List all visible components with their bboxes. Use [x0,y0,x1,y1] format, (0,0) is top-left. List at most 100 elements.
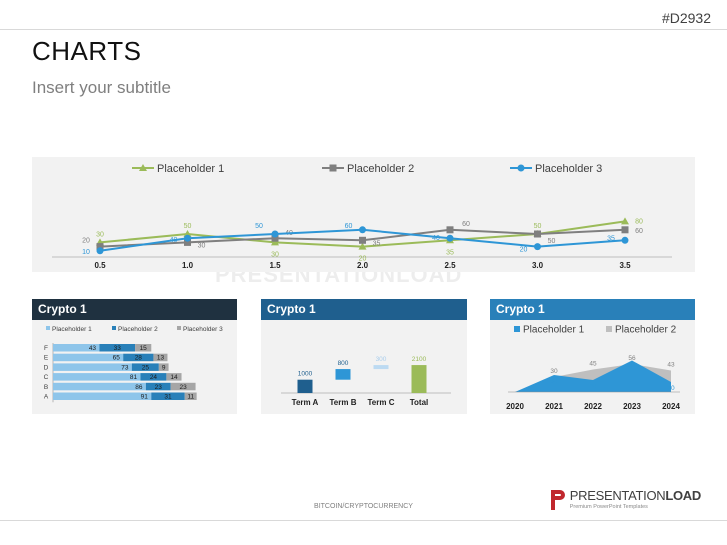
legend-label: Placeholder 2 [615,325,677,336]
bottom-divider [0,520,727,521]
series-2: 20 30 40 35 60 50 60 [82,221,643,251]
bar-segment [53,353,124,362]
data-label: 50 [184,223,192,230]
line-chart-panel: 0.5 1.0 1.5 2.0 2.5 3.0 3.5 30 50 30 20 35 50 80 Place… [32,157,695,272]
x-tick-label: Total [410,398,429,407]
bar-segment [131,363,159,371]
data-point [446,234,454,242]
bar-value-label: 11 [187,394,194,401]
bar-segment [99,344,136,352]
area-chart: Placeholder 1 Placeholder 2 34 24 63 20 30 45 56… [506,325,680,412]
stacked-bar-chart: Placeholder 1 Placeholder 2 Placeholder 3 F… [44,326,223,403]
crypto-panel-3: Crypto 1 Placeholder 1 Placeholder 2 34 24 6… [490,299,695,414]
data-point [184,238,191,246]
data-label: 10 [82,249,90,256]
waterfall-chart: 1000 Term A 800 Term B 300 Term C 2100 Total [281,356,451,407]
area-value-label: 20 [667,385,675,392]
bar-value-label: 86 [135,384,143,391]
data-point [271,238,279,246]
crypto-panel-2: Crypto 1 1000 Term A 800 Term B 300 Term C 210… [261,299,467,414]
data-point [271,234,279,242]
logo-wordmark: PRESENTATIONLOAD [569,488,702,503]
bar-segment [158,363,169,371]
area-series-1 [515,360,671,392]
data-label: 60 [635,228,643,235]
data-label: 60 [462,221,470,228]
bar-value-label: 28 [135,355,143,362]
waterfall-bar [411,365,427,393]
bar-segment [123,353,154,362]
x-tick-label: 2.0 [357,261,369,270]
crypto-panel-1-title: Crypto 1 [32,299,237,320]
brand-logo: PRESENTATIONLOAD Premium PowerPoint Temp… [549,488,701,512]
bar-value-label: 91 [141,394,149,401]
data-point [446,226,454,234]
legend-marker [517,164,525,172]
legend-marker [329,164,337,172]
bar-segment [153,353,168,362]
x-tick-label: 2020 [506,402,524,411]
category-label: E [44,355,49,362]
data-label: 35 [446,249,454,256]
bar-segment [53,392,152,400]
bar-value-label: 14 [170,374,178,381]
waterfall-bar [335,369,351,380]
data-label: 35 [373,240,381,247]
legend-label: Placeholder 1 [157,163,224,175]
area-value-label: 45 [589,361,597,368]
bar-value-label: 9 [162,364,166,371]
category-label: C [44,374,49,381]
bar-value-label: 23 [180,384,188,391]
data-point [358,242,367,250]
top-divider [0,29,727,30]
data-point [621,236,629,244]
category-label: B [44,384,48,391]
data-point [96,243,104,251]
bar-value-label: 73 [121,364,129,371]
bar-value-label: 800 [338,360,349,367]
legend-marker [139,164,147,171]
area-value-label: 34 [550,378,558,385]
category-label: F [44,345,48,352]
x-tick-label: 3.5 [619,261,631,270]
data-label: 50 [255,223,263,230]
bar-segment [53,344,100,352]
data-label: 30 [271,251,279,258]
area-value-label: 30 [550,368,558,375]
bar-value-label: 33 [114,345,122,352]
series-3: 10 40 50 60 40 20 35 [82,223,629,256]
data-label: 35 [607,235,615,242]
bar-segment [53,363,132,371]
bar-value-label: 15 [140,345,148,352]
data-label: 60 [345,223,353,230]
category-label: D [44,364,49,371]
page-subtitle: Insert your subtitle [32,78,171,97]
legend-swatch [112,326,116,330]
x-tick-label: 2024 [662,402,680,411]
bar-value-label: 1000 [298,371,313,378]
data-point [96,247,104,255]
bar-segment [184,392,197,400]
bar-value-label: 24 [150,374,158,381]
area-value-label: 24 [589,383,597,390]
bar-value-label: 81 [130,374,138,381]
bar-value-label: 2100 [412,356,427,363]
bar-segment [135,344,152,352]
bar-value-label: 31 [164,394,172,401]
x-tick-label: 2023 [623,402,641,411]
x-tick-label: 1.0 [182,261,194,270]
legend-swatch [46,326,50,330]
x-tick-label: 2022 [584,402,602,411]
data-label: 40 [432,235,440,242]
logo-icon [550,490,565,510]
x-tick-label: Term A [292,398,319,407]
data-point [184,234,191,242]
bar-value-label: 65 [113,355,121,362]
category-label: A [44,394,49,401]
x-tick-label: Term B [330,398,357,407]
x-tick-label: 2021 [545,402,563,411]
line-chart: 0.5 1.0 1.5 2.0 2.5 3.0 3.5 30 50 30 20 35 50 80 Place… [52,163,672,270]
data-label: 80 [635,218,643,225]
data-label: 20 [359,256,367,263]
data-point [621,217,629,225]
